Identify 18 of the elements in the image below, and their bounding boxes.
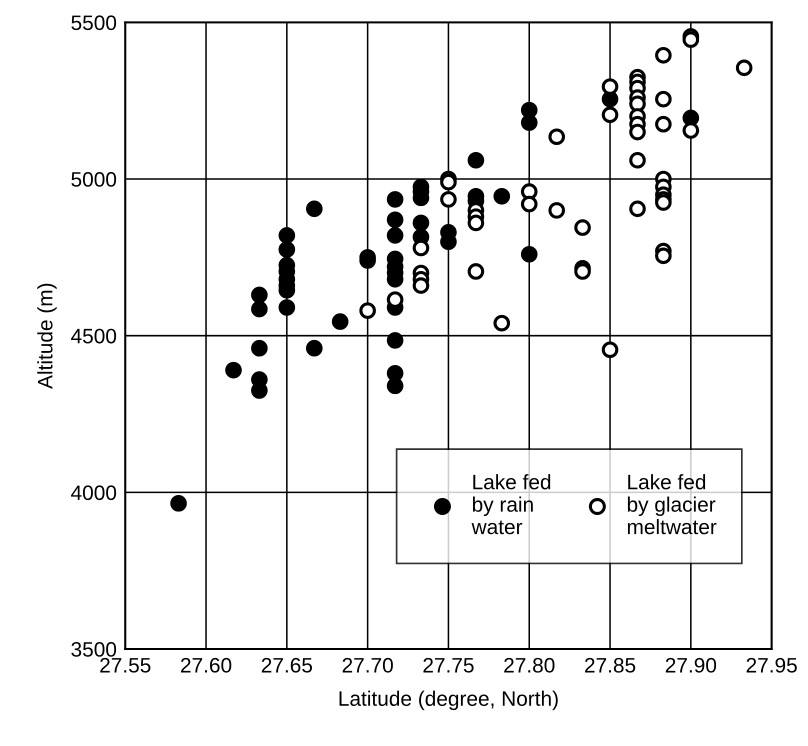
legend-label: Lake fed by rain water [472, 474, 550, 534]
y-tick-label: 5500 [71, 15, 116, 30]
y-tick-label: 5000 [71, 172, 116, 187]
y-tick-label: 3500 [71, 642, 116, 657]
x-tick-label: 27.70 [342, 658, 393, 673]
x-tick-label: 27.95 [746, 658, 797, 673]
y-tick-label: 4500 [71, 328, 116, 344]
x-tick-label: 27.65 [262, 658, 312, 673]
x-tick-label: 27.75 [423, 658, 474, 673]
x-tick-label: 27.55 [100, 658, 150, 673]
x-tick-label: 27.80 [504, 658, 554, 673]
x-tick-label: 27.90 [666, 658, 716, 673]
x-axis-title: Latitude (degree, North) [340, 690, 558, 710]
x-tick-label: 27.85 [585, 658, 636, 673]
y-axis-title: Altitude (m) [37, 284, 57, 389]
legend-label: Lake fed by glacier meltwater [628, 474, 716, 534]
y-tick-label: 4000 [71, 485, 116, 500]
x-tick-label: 27.60 [181, 658, 232, 673]
